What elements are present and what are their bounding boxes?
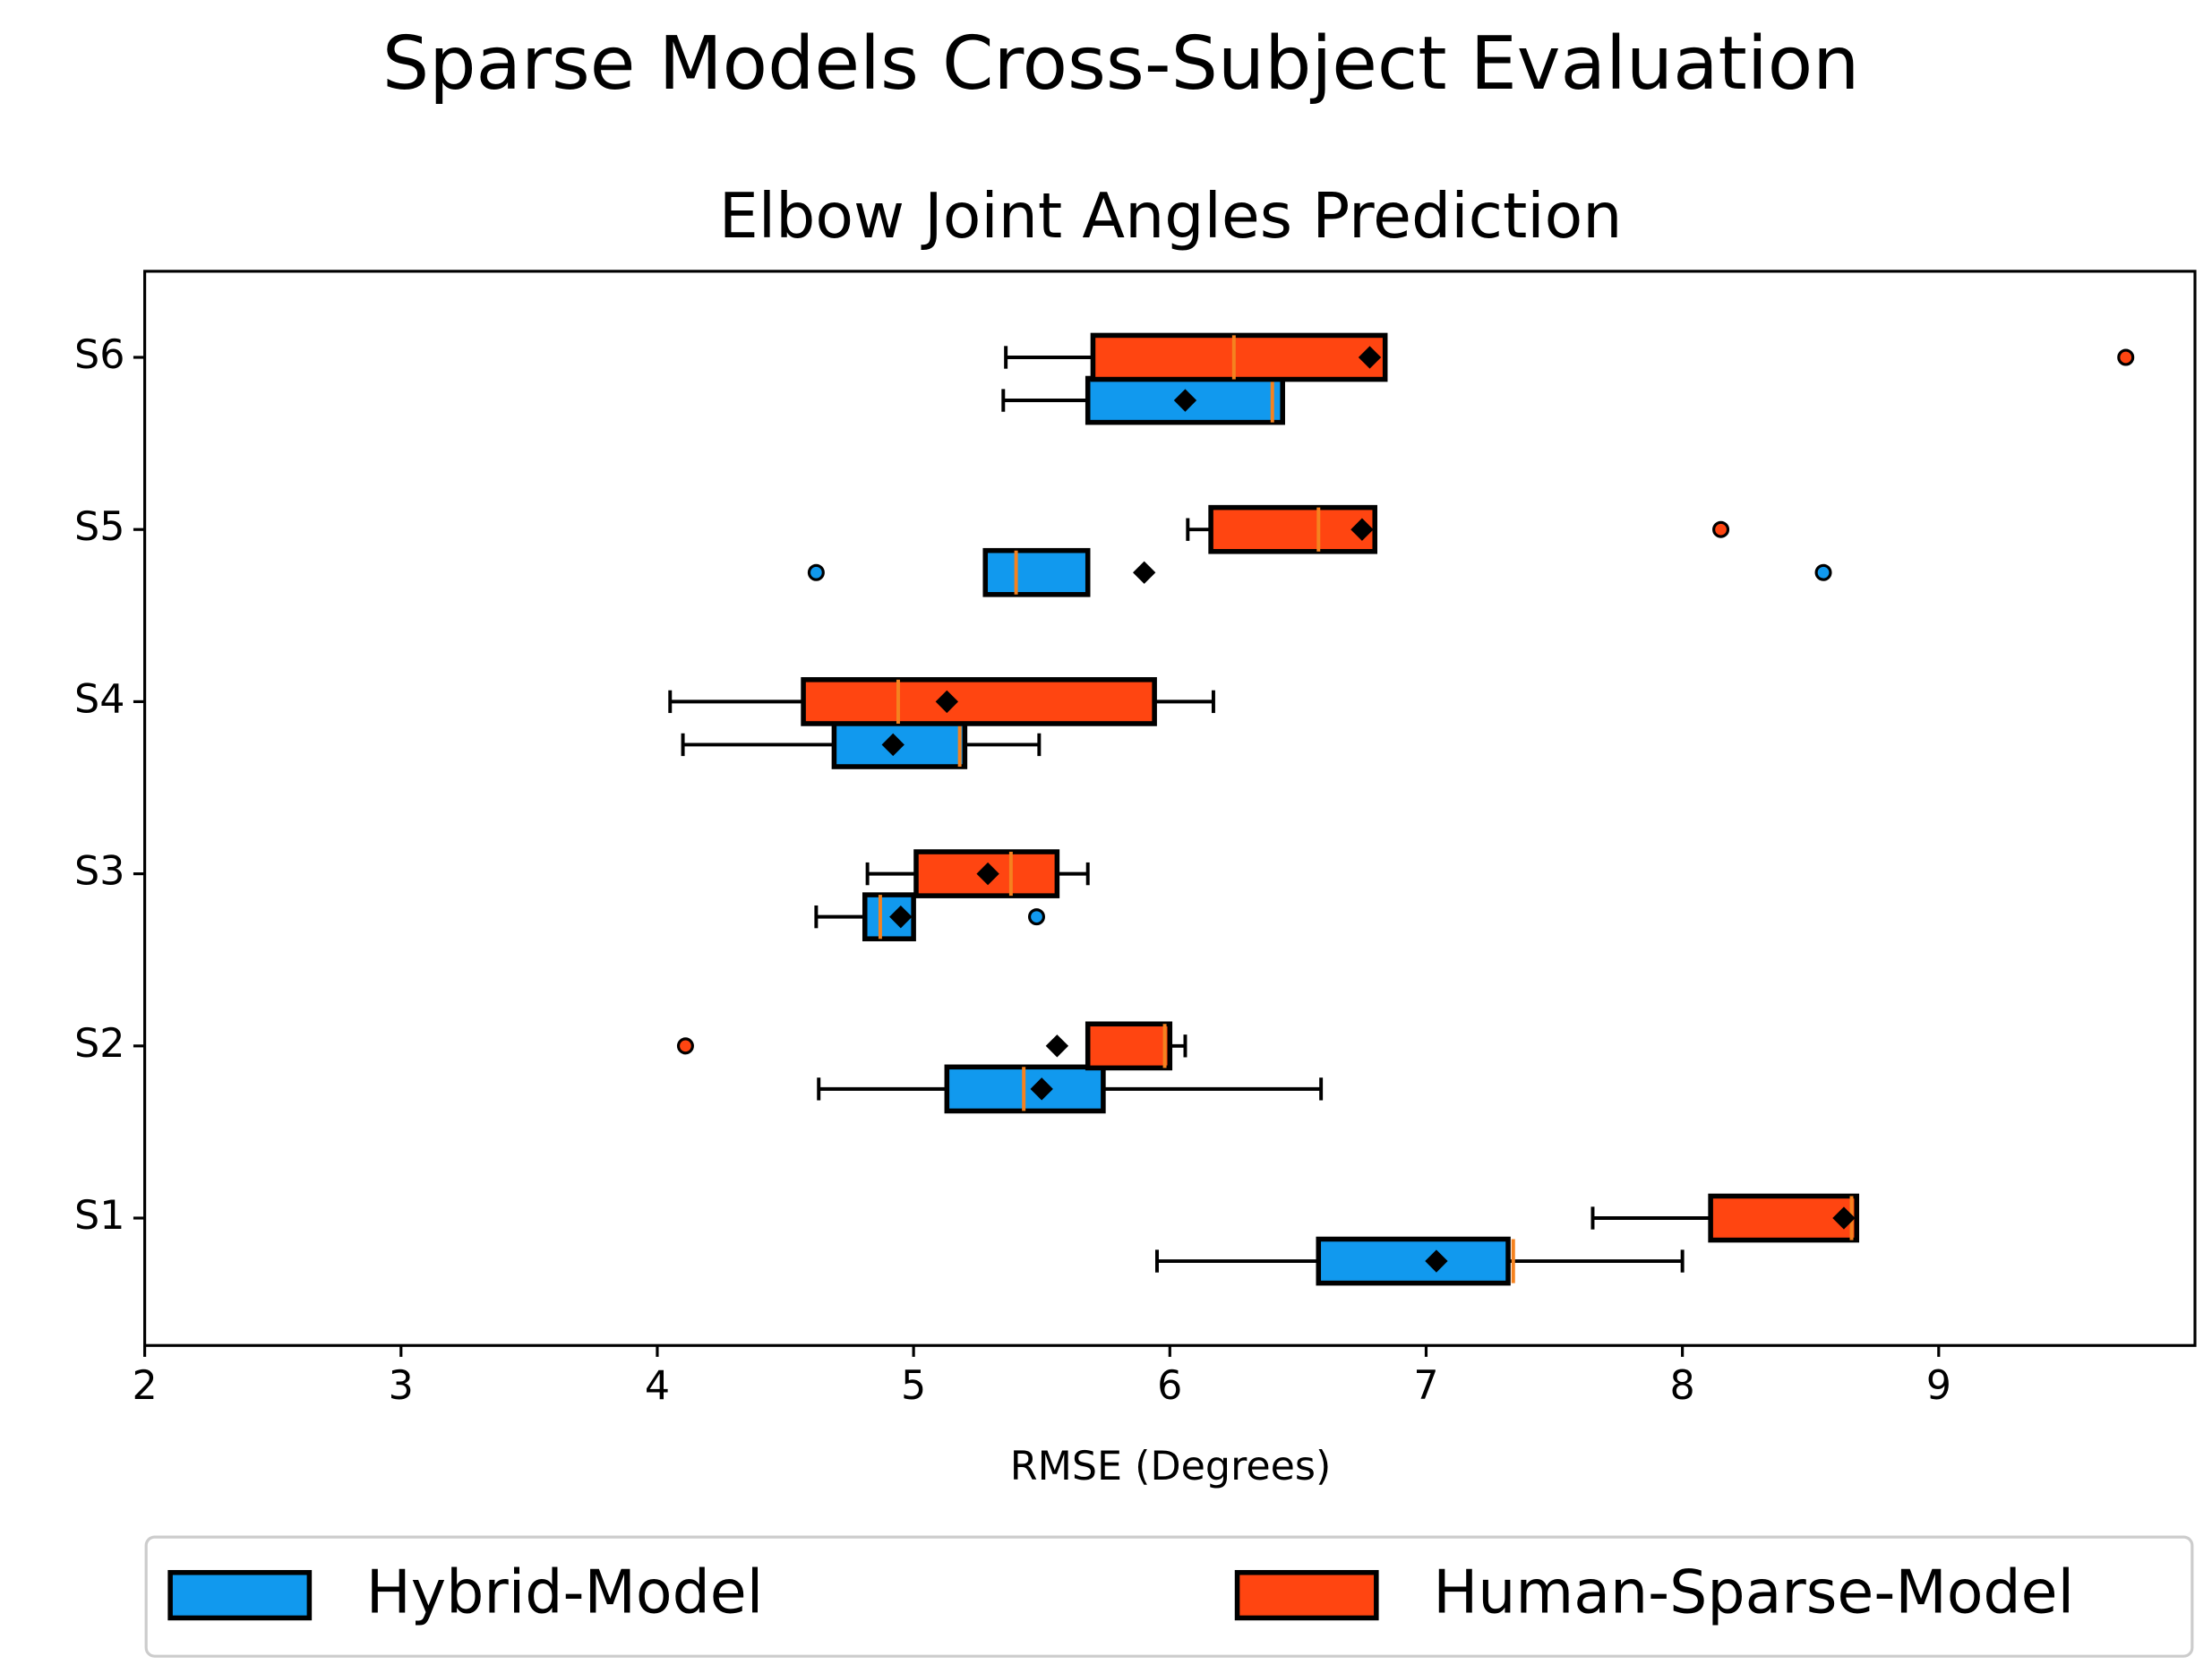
mean-marker — [881, 733, 905, 757]
plot-frame — [143, 270, 2197, 1347]
mean-marker — [1358, 346, 1382, 369]
chart-title: Sparse Models Cross-Subject Evaluation — [382, 21, 1859, 107]
y-tick-label: S2 — [74, 1021, 124, 1067]
x-tick-label: 8 — [1670, 1363, 1695, 1409]
outlier — [2117, 348, 2135, 366]
box-group — [865, 849, 1090, 898]
mean-marker — [1350, 518, 1374, 541]
box-group — [1004, 332, 2135, 382]
legend-swatch — [1234, 1569, 1379, 1621]
box — [1090, 332, 1388, 382]
mean-marker — [1425, 1249, 1448, 1273]
y-tick-label: S1 — [74, 1193, 124, 1239]
mean-marker — [976, 862, 999, 886]
legend-swatch — [167, 1569, 313, 1621]
box — [1208, 504, 1378, 554]
y-tick-label: S3 — [74, 849, 124, 895]
box-group — [1590, 1193, 1860, 1243]
box-group — [681, 720, 1042, 769]
x-tick-label: 7 — [1413, 1363, 1438, 1409]
box — [801, 677, 1157, 726]
y-tick-label: S4 — [74, 676, 124, 722]
box-group — [1186, 504, 1730, 554]
box-group — [1155, 1236, 1685, 1286]
y-tick-label: S5 — [74, 504, 124, 550]
mean-marker — [1030, 1077, 1053, 1101]
x-tick-label: 9 — [1926, 1363, 1951, 1409]
chart-subtitle: Elbow Joint Angles Prediction — [719, 180, 1623, 253]
mean-marker — [935, 690, 958, 714]
mean-marker — [1133, 561, 1156, 584]
mean-marker — [889, 905, 913, 929]
box — [1085, 1021, 1173, 1071]
mean-marker — [1045, 1034, 1069, 1058]
y-tick-label: S6 — [74, 332, 124, 378]
x-tick-label: 3 — [389, 1363, 414, 1409]
x-tick-label: 2 — [132, 1363, 157, 1409]
box — [982, 547, 1091, 597]
outlier — [676, 1037, 694, 1055]
x-axis-label: RMSE (Degrees) — [1010, 1444, 1332, 1489]
legend-label: Human-Sparse-Model — [1433, 1558, 2074, 1627]
box-group — [817, 1064, 1324, 1114]
box — [1316, 1236, 1511, 1286]
box — [831, 720, 968, 769]
box-group — [814, 892, 1045, 941]
box — [1708, 1193, 1860, 1243]
box-group — [807, 547, 1832, 597]
box-group — [668, 677, 1215, 726]
outlier — [1712, 520, 1730, 538]
box-group — [1001, 375, 1285, 425]
x-tick-label: 4 — [645, 1363, 670, 1409]
outlier — [807, 563, 825, 581]
legend-frame — [144, 1535, 2194, 1658]
x-tick-label: 6 — [1157, 1363, 1182, 1409]
legend-label: Hybrid-Model — [366, 1558, 763, 1627]
outlier — [1027, 908, 1045, 926]
mean-marker — [1832, 1206, 1856, 1230]
mean-marker — [1173, 389, 1197, 412]
x-tick-label: 5 — [901, 1363, 926, 1409]
box-group — [676, 1021, 1187, 1071]
outlier — [1814, 563, 1832, 581]
